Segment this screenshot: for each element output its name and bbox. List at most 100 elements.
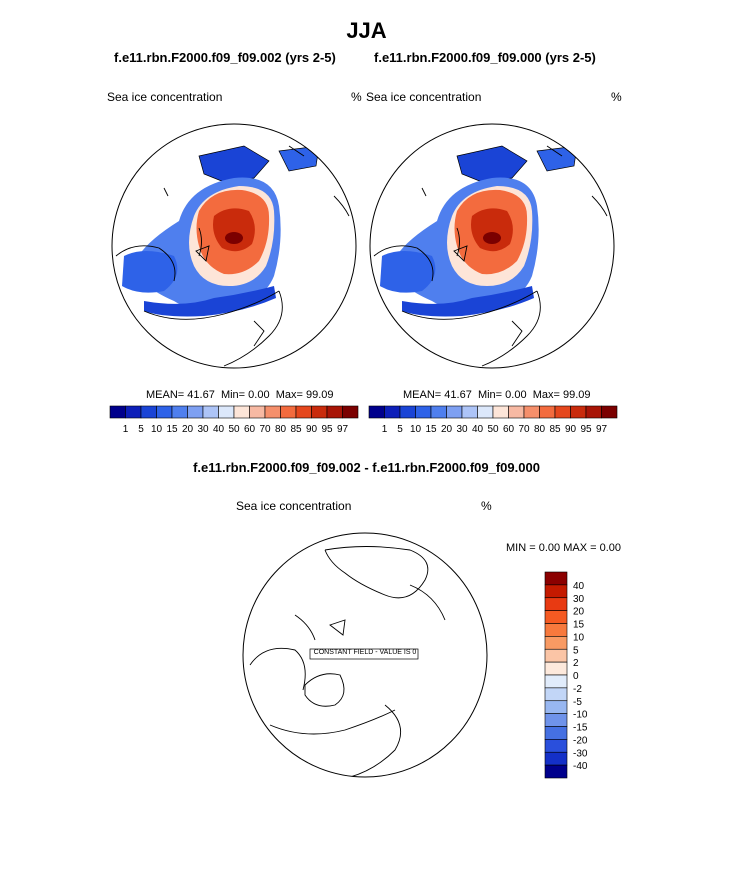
diff-max-value: 0.00	[599, 542, 622, 554]
colorbar-tick-label: -5	[573, 697, 582, 708]
colorbar-swatch	[156, 405, 173, 419]
colorbar-tick-label: 2	[573, 658, 579, 669]
colorbar-swatch	[477, 405, 494, 419]
ice-patch-siberian	[122, 251, 178, 293]
colorbar-swatch	[544, 623, 568, 637]
colorbar-swatch	[311, 405, 328, 419]
diff-max-label: MAX =	[563, 542, 597, 554]
colorbar-swatch	[368, 405, 385, 419]
colorbar-swatch	[249, 405, 266, 419]
colorbar-tick-label: 10	[573, 632, 585, 643]
colorbar-swatch	[140, 405, 157, 419]
page-title: JJA	[346, 18, 387, 43]
colorbar-tick-label: 70	[518, 424, 530, 435]
ice-patch-bering	[402, 286, 534, 317]
colorbar-swatch	[544, 726, 568, 740]
difference-units-label: %	[481, 499, 492, 513]
colorbar-swatch	[585, 405, 602, 419]
mean-label: MEAN=	[146, 389, 185, 401]
colorbar-swatch	[109, 405, 126, 419]
colorbar-swatch	[125, 405, 142, 419]
colorbar-swatch	[544, 700, 568, 714]
colorbar-swatch	[280, 405, 297, 419]
right-variable-label: Sea ice concentration	[366, 90, 482, 104]
max-value: 99.09	[562, 389, 591, 401]
colorbar-swatch	[492, 405, 509, 419]
colorbar-swatch	[544, 636, 568, 650]
colorbar-swatch	[508, 405, 525, 419]
colorbar-swatch	[446, 405, 463, 419]
colorbar-swatch	[544, 597, 568, 611]
colorbar-tick-label: 80	[275, 424, 287, 435]
right-units-label: %	[611, 90, 622, 104]
colorbar-swatch	[295, 405, 312, 419]
right-colorbar: 1 5 10 15 20 30 40 50 60 70 80 85 90 95 97	[368, 405, 618, 435]
colorbar-tick-label: 1	[123, 424, 129, 435]
colorbar-swatch	[544, 661, 568, 676]
left-colorbar: 1 5 10 15 20 30 40 50 60 70 80 85 90 95 97	[109, 405, 359, 435]
difference-variable-label: Sea ice concentration	[236, 499, 352, 513]
diff-min-label: MIN =	[506, 542, 536, 554]
colorbar-swatch	[544, 687, 568, 702]
colorbar-tick-label: 5	[573, 645, 579, 656]
colorbar-tick-label: 5	[138, 424, 144, 435]
colorbar-tick-label: 10	[151, 424, 163, 435]
colorbar-tick-label: 85	[290, 424, 302, 435]
colorbar-tick-label: 15	[573, 620, 585, 631]
min-value: 0.00	[505, 389, 527, 401]
colorbar-swatch	[544, 648, 568, 663]
colorbar-tick-label: -30	[573, 748, 588, 759]
colorbar-swatch	[554, 405, 571, 419]
left-stats: MEAN= 41.67 Min= 0.00 Max= 99.09	[146, 389, 334, 401]
diff-min-value: 0.00	[538, 542, 561, 554]
colorbar-tick-label: 95	[580, 424, 592, 435]
colorbar-swatch	[399, 405, 416, 419]
constant-field-label: CONSTANT FIELD - VALUE IS 0	[313, 649, 417, 656]
mean-value: 41.67	[444, 389, 472, 401]
difference-title: f.e11.rbn.F2000.f09_f09.002 - f.e11.rbn.…	[193, 460, 540, 475]
colorbar-swatch	[218, 405, 235, 419]
ice-extent-max	[483, 232, 501, 244]
left-variable-label: Sea ice concentration	[107, 90, 223, 104]
colorbar-tick-label: 90	[306, 424, 318, 435]
colorbar-tick-label: -40	[573, 761, 588, 772]
colorbar-swatch	[544, 674, 568, 689]
colorbar-tick-label: 90	[565, 424, 577, 435]
colorbar-tick-label: 70	[259, 424, 271, 435]
colorbar-swatch	[544, 751, 568, 766]
colorbar-swatch	[544, 764, 568, 779]
colorbar-tick-label: 97	[337, 424, 349, 435]
colorbar-tick-label: 40	[573, 581, 585, 592]
colorbar-swatch	[384, 405, 401, 419]
colorbar-tick-label: 1	[382, 424, 388, 435]
left-polar-map	[111, 123, 357, 369]
colorbar-swatch	[233, 405, 250, 419]
colorbar-tick-label: 10	[410, 424, 422, 435]
colorbar-tick-label: 30	[456, 424, 468, 435]
colorbar-swatch	[544, 584, 568, 599]
colorbar-tick-label: 50	[228, 424, 240, 435]
colorbar-swatch	[523, 405, 540, 419]
left-panel-title: f.e11.rbn.F2000.f09_f09.002 (yrs 2-5)	[114, 50, 336, 65]
colorbar-tick-label: 20	[182, 424, 194, 435]
colorbar-swatch	[601, 405, 618, 419]
right-panel-title: f.e11.rbn.F2000.f09_f09.000 (yrs 2-5)	[374, 50, 596, 65]
colorbar-swatch	[202, 405, 219, 419]
mean-label: MEAN=	[403, 389, 442, 401]
difference-minmax: MIN = 0.00 MAX = 0.00	[506, 542, 621, 554]
mean-value: 41.67	[187, 389, 215, 401]
colorbar-swatch	[461, 405, 478, 419]
colorbar-swatch	[544, 739, 568, 753]
colorbar-tick-label: 15	[425, 424, 437, 435]
right-stats: MEAN= 41.67 Min= 0.00 Max= 99.09	[403, 389, 591, 401]
colorbar-swatch	[342, 405, 359, 419]
colorbar-swatch	[171, 405, 188, 419]
left-units-label: %	[351, 90, 362, 104]
min-label: Min=	[220, 389, 246, 401]
colorbar-tick-label: 80	[534, 424, 546, 435]
colorbar-tick-label: 60	[503, 424, 515, 435]
colorbar-tick-label: 85	[549, 424, 561, 435]
max-label: Max=	[275, 389, 303, 401]
colorbar-swatch	[326, 405, 343, 419]
